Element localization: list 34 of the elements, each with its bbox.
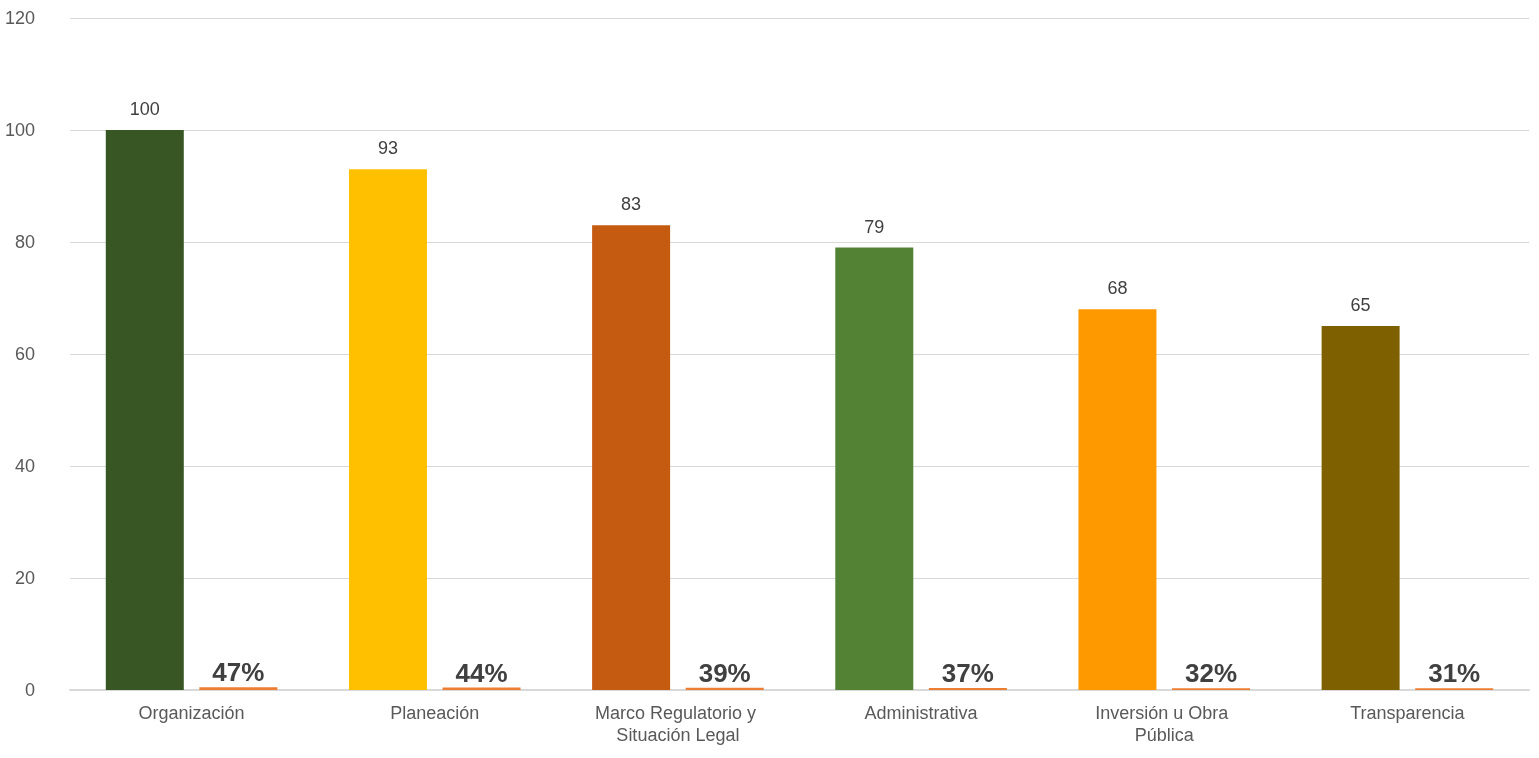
x-tick-label: Inversión u Obra Pública: [1095, 703, 1234, 745]
data-label: 65: [1350, 295, 1371, 315]
data-label: 44%: [455, 657, 508, 688]
data-label: 47%: [212, 657, 265, 688]
bar: [835, 247, 914, 690]
data-label: 79: [864, 216, 885, 237]
data-label: 39%: [698, 657, 751, 688]
data-label: 31%: [1428, 658, 1481, 689]
y-tick-label: 20: [14, 568, 35, 588]
x-tick-label: Marco Regulatorio y Situación Legal: [594, 703, 761, 745]
y-tick-label: 0: [24, 680, 35, 700]
data-label: 68: [1107, 278, 1128, 299]
bar: [928, 687, 1007, 690]
bar: [592, 225, 671, 690]
data-label: 100: [129, 99, 160, 119]
bar: [685, 687, 764, 690]
x-tick-label: Administrativa: [864, 703, 979, 723]
y-tick-label: 80: [14, 232, 35, 252]
data-label: 93: [377, 138, 398, 159]
y-tick-label: 120: [4, 8, 35, 28]
x-tick-label: Planeación: [390, 703, 480, 723]
data-label: 83: [621, 194, 642, 215]
bar: [1321, 326, 1400, 690]
x-tick-label: Transparencia: [1350, 703, 1466, 723]
data-label: 37%: [941, 657, 994, 688]
y-tick-label: 40: [14, 456, 35, 476]
bar: [199, 687, 278, 690]
bar: [105, 130, 184, 690]
bar: [1078, 309, 1157, 690]
y-tick-label: 60: [14, 344, 35, 364]
data-label: 32%: [1185, 658, 1238, 689]
bar: [348, 169, 427, 690]
x-tick-label: Organización: [138, 703, 245, 723]
y-tick-label: 100: [4, 120, 35, 140]
